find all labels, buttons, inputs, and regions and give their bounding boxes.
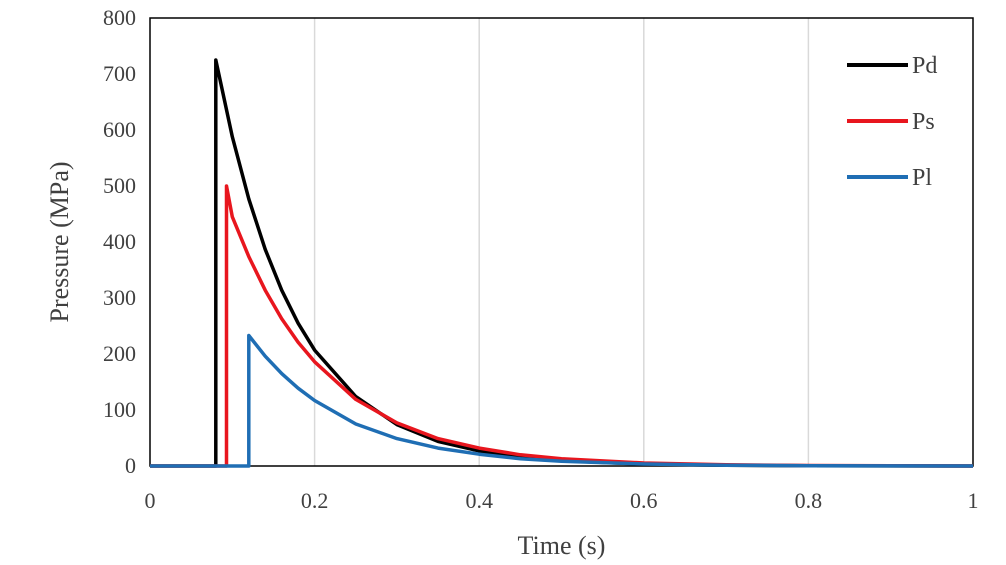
x-tick-label: 0.2: [301, 488, 329, 513]
plot-area-frame: [149, 17, 974, 467]
x-tick-label: 1: [968, 488, 979, 513]
legend-label: Pd: [912, 53, 937, 79]
legend-item-pd: Pd: [847, 53, 937, 79]
x-tick-label: 0.4: [465, 488, 493, 513]
y-tick-label: 100: [103, 397, 136, 422]
y-axis-label: Pressure (MPa): [45, 161, 74, 322]
series-line-ps: [150, 184, 974, 468]
legend-item-pl: Pl: [847, 165, 932, 191]
legend-item-ps: Ps: [847, 109, 935, 135]
y-tick-label: 400: [103, 229, 136, 254]
y-tick-label: 200: [103, 341, 136, 366]
x-tick-label: 0: [145, 488, 156, 513]
x-tick-label: 0.8: [795, 488, 823, 513]
y-tick-label: 800: [103, 5, 136, 30]
legend-label: Ps: [912, 109, 935, 135]
legend-label: Pl: [912, 165, 932, 191]
y-axis-ticks: 0 100 200 300 400 500 600 700 800: [103, 5, 136, 478]
y-tick-label: 300: [103, 285, 136, 310]
y-tick-label: 0: [125, 453, 136, 478]
y-tick-label: 600: [103, 117, 136, 142]
y-tick-label: 700: [103, 61, 136, 86]
series-lines: [150, 58, 974, 468]
series-line-pl: [150, 333, 974, 468]
x-axis-ticks: 0 0.2 0.4 0.6 0.8 1: [145, 488, 979, 513]
legend: Pd Ps Pl: [847, 53, 937, 191]
y-tick-label: 500: [103, 173, 136, 198]
grid-lines: [313, 18, 810, 466]
x-axis-label: Time (s): [518, 531, 606, 560]
x-tick-label: 0.6: [630, 488, 658, 513]
